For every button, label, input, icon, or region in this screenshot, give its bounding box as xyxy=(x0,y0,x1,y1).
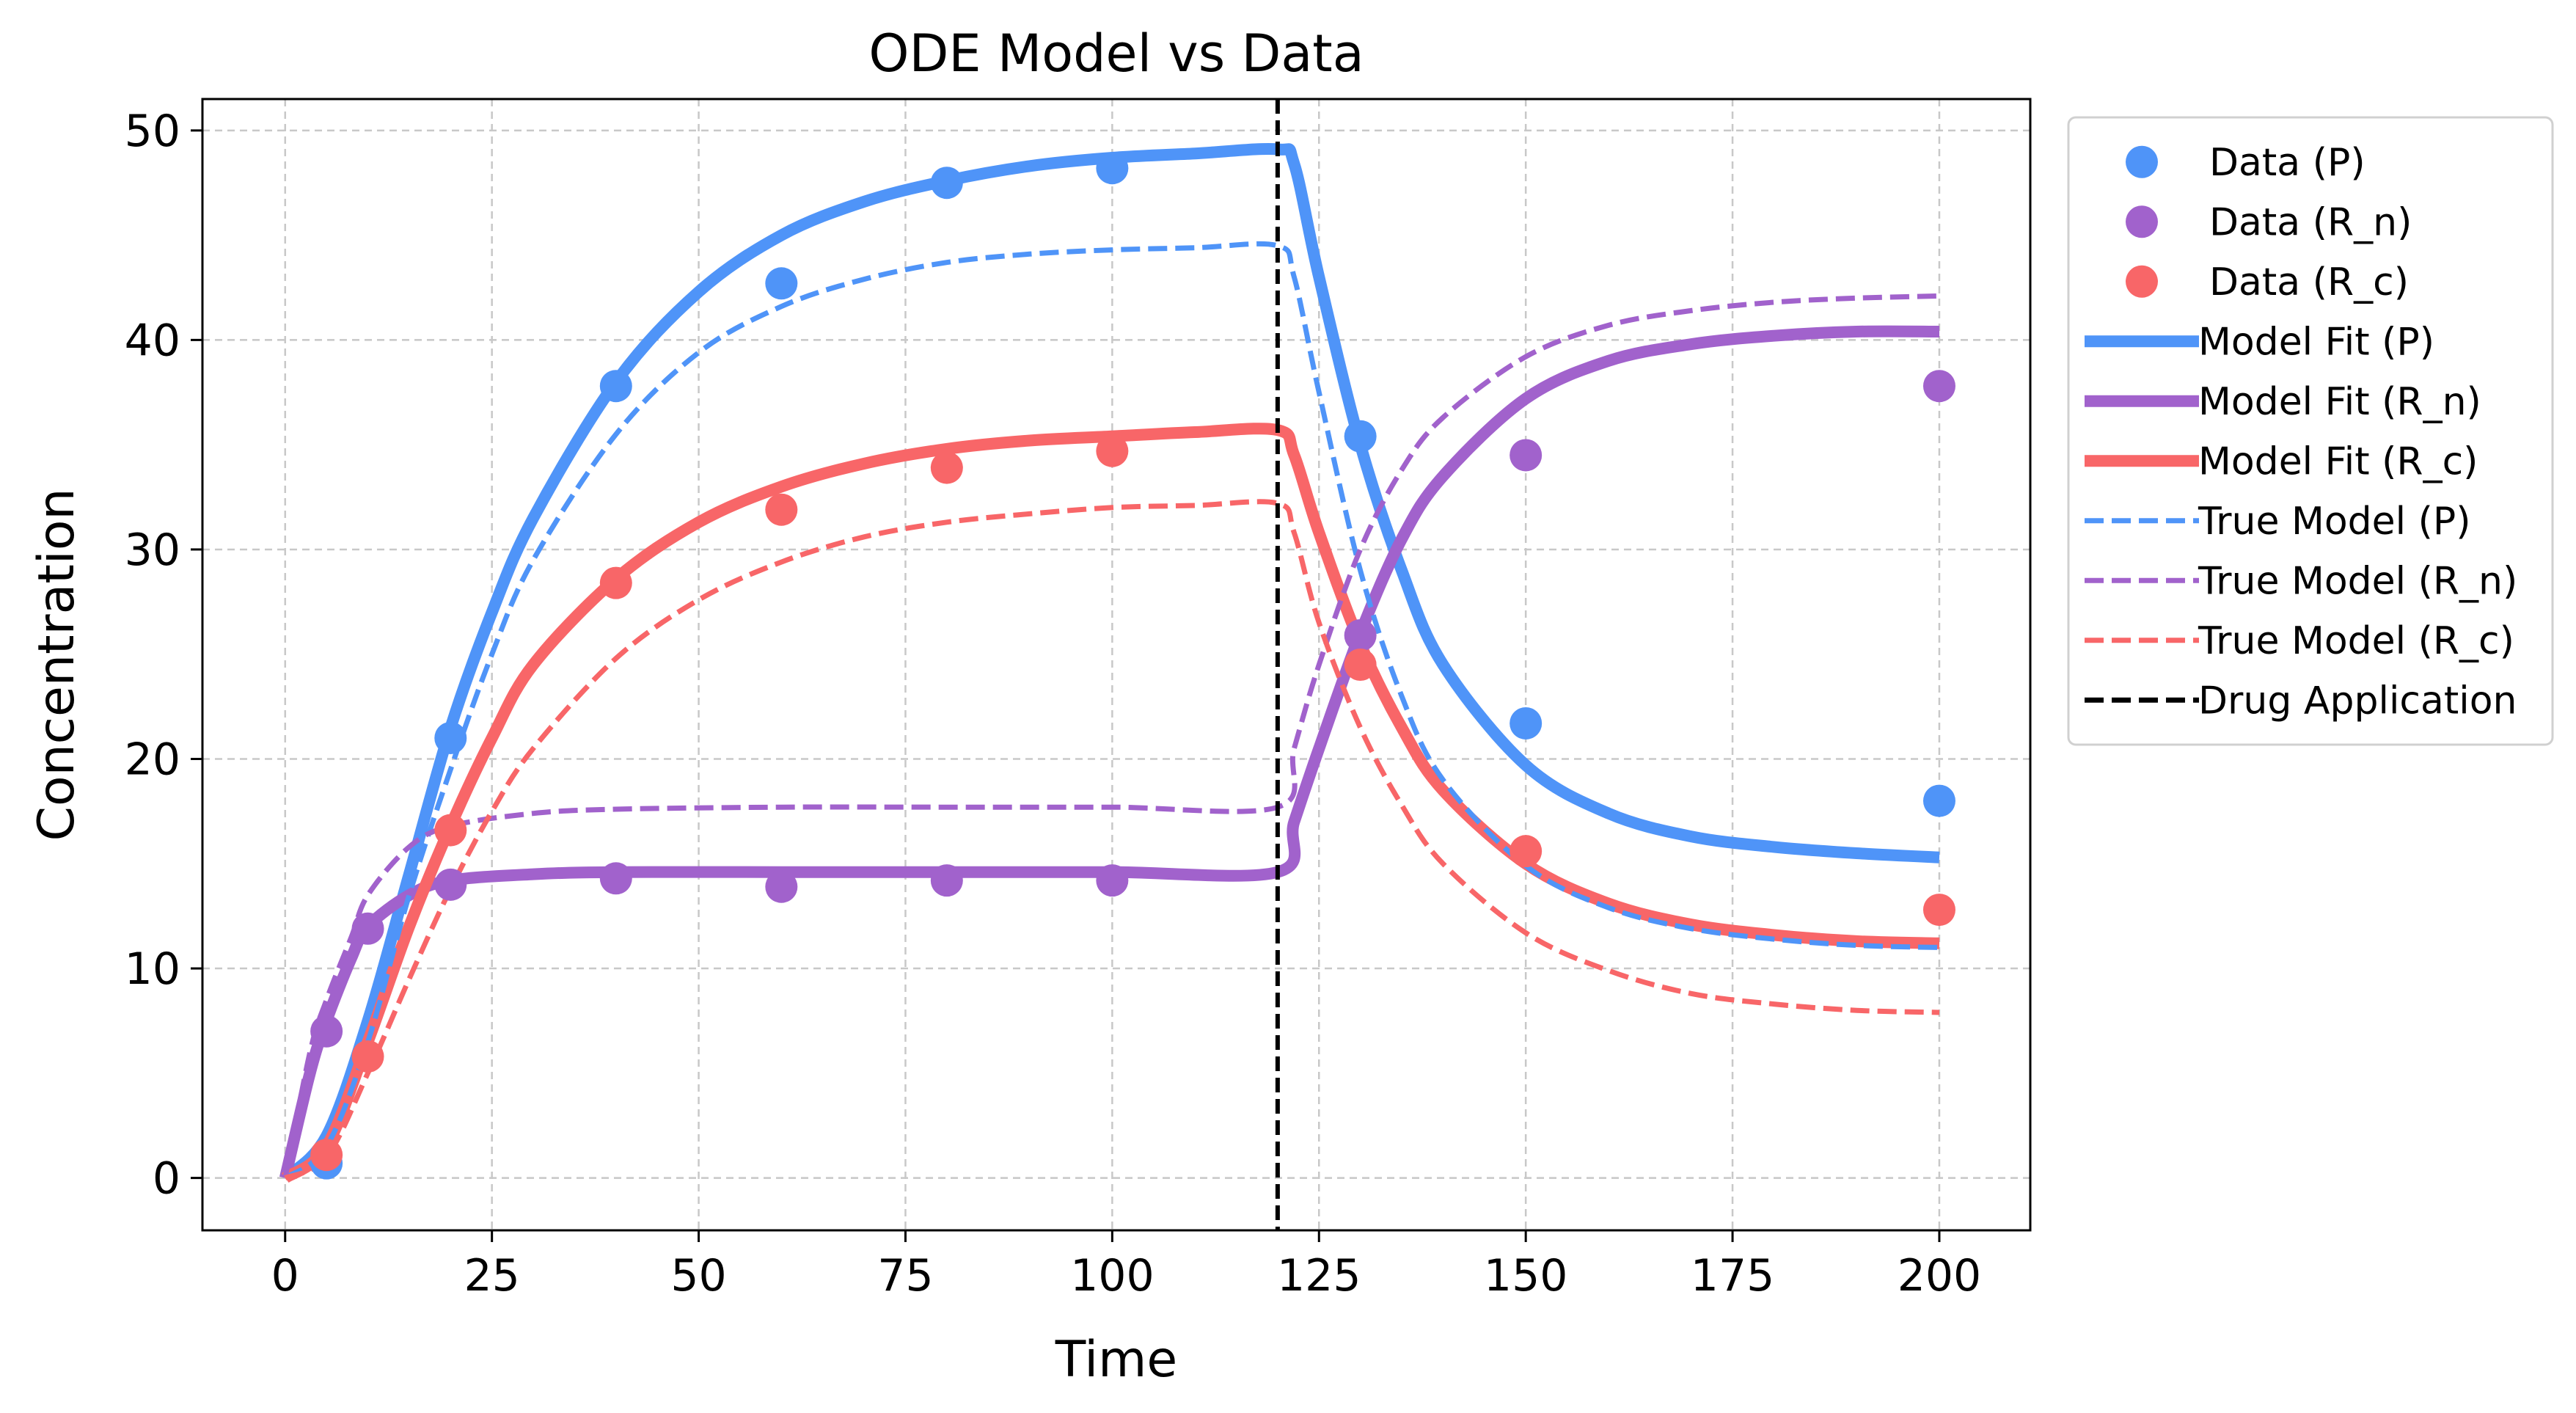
x-tick-label: 175 xyxy=(1691,1250,1775,1301)
x-tick-label: 200 xyxy=(1898,1250,1982,1301)
y-axis-title: Concentration xyxy=(28,488,86,841)
data-point-data-r-c xyxy=(1510,835,1543,868)
chart-title: ODE Model vs Data xyxy=(868,23,1364,84)
data-point-data-p xyxy=(434,721,467,754)
x-tick-label: 75 xyxy=(877,1250,933,1301)
legend-label: Model Fit (R_n) xyxy=(2198,380,2481,424)
data-point-data-r-c xyxy=(1344,649,1377,681)
data-point-data-p xyxy=(765,267,798,300)
series-line-true-model-r-c- xyxy=(284,499,1940,1180)
data-point-data-p xyxy=(1922,784,1955,817)
legend-marker xyxy=(2126,145,2158,178)
legend-label: Data (R_n) xyxy=(2209,200,2412,244)
data-point-data-r-n xyxy=(930,864,963,897)
axes-frame xyxy=(201,98,2032,1232)
series-group xyxy=(279,143,1955,1183)
data-point-data-r-c xyxy=(1096,434,1129,467)
data-point-data-r-c xyxy=(599,566,632,599)
legend-box xyxy=(2067,116,2554,746)
x-tick-label: 0 xyxy=(271,1250,299,1301)
series-line-model-fit-r-n- xyxy=(279,325,1940,1180)
x-tick-label: 25 xyxy=(464,1250,519,1301)
legend-label: True Model (R_n) xyxy=(2198,559,2517,603)
y-tick-label: 0 xyxy=(153,1153,180,1205)
data-point-data-r-n xyxy=(310,1015,343,1048)
y-tick-label: 50 xyxy=(125,106,180,157)
y-tick-label: 10 xyxy=(125,943,180,995)
data-point-data-r-n xyxy=(1096,864,1129,897)
data-point-data-r-n xyxy=(1510,439,1543,472)
data-point-data-p xyxy=(930,167,963,200)
x-tick-label: 100 xyxy=(1070,1250,1155,1301)
data-point-data-r-c xyxy=(930,451,963,484)
series-line-true-model-r-n- xyxy=(282,293,1940,1179)
data-point-data-r-n xyxy=(599,862,632,895)
data-point-data-r-n xyxy=(351,912,384,945)
data-point-data-r-n xyxy=(1922,370,1955,403)
data-point-data-r-c xyxy=(1922,894,1955,927)
data-point-data-r-c xyxy=(765,493,798,526)
data-point-data-p xyxy=(1344,420,1377,453)
data-point-data-r-n xyxy=(765,870,798,903)
legend-label: Data (P) xyxy=(2209,141,2365,185)
series-line-true-model-p- xyxy=(283,241,1940,1180)
x-tick-label: 125 xyxy=(1277,1250,1361,1301)
x-tick-label: 50 xyxy=(670,1250,726,1301)
plot-area xyxy=(279,99,1955,1230)
legend-label: Drug Application xyxy=(2198,679,2517,723)
y-tick-label: 20 xyxy=(125,734,180,786)
x-axis-title: Time xyxy=(1055,1331,1177,1389)
x-tick-label: 150 xyxy=(1484,1250,1568,1301)
ticks: 0 25 50 75 100 125 150 175 200 0 10 20 30 40 50 xyxy=(125,106,1982,1301)
y-tick-label: 40 xyxy=(125,315,180,366)
legend-label: True Model (P) xyxy=(2198,500,2471,544)
data-point-data-r-n xyxy=(1344,619,1377,652)
data-point-data-p xyxy=(599,370,632,403)
data-point-data-r-c xyxy=(434,814,467,847)
y-tick-label: 30 xyxy=(125,525,180,576)
data-point-data-r-n xyxy=(434,868,467,901)
data-point-data-r-c xyxy=(351,1040,384,1073)
data-point-data-r-c xyxy=(310,1139,343,1172)
data-point-data-p xyxy=(1510,706,1543,740)
legend-label: Model Fit (P) xyxy=(2198,320,2434,364)
data-point-data-p xyxy=(1096,152,1129,185)
legend: Data (P) Data (R_n) Data (R_c) Model Fit (P… xyxy=(2067,116,2554,746)
legend-label: Model Fit (R_c) xyxy=(2198,439,2478,483)
legend-marker xyxy=(2126,205,2158,238)
legend-marker xyxy=(2126,265,2158,298)
legend-label: True Model (R_c) xyxy=(2198,619,2514,663)
legend-label: Data (R_c) xyxy=(2209,260,2409,304)
